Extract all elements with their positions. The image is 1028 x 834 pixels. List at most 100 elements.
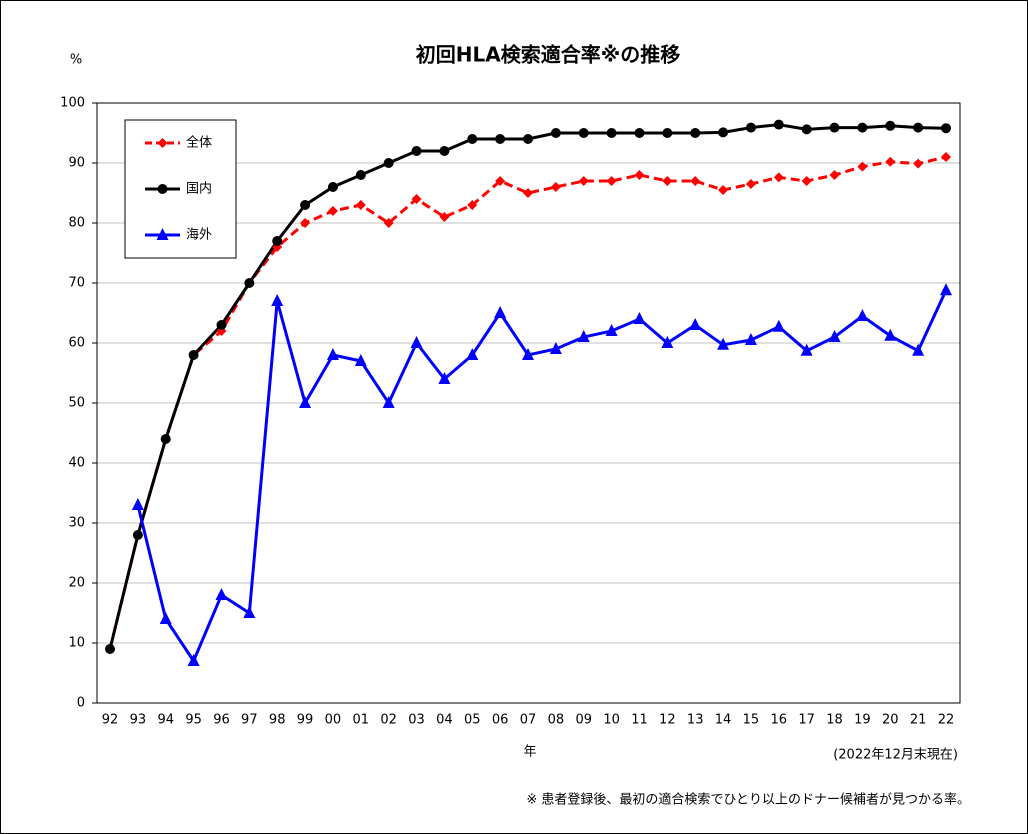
data-point	[856, 309, 869, 321]
x-tick-label: 17	[798, 713, 815, 728]
data-point	[773, 119, 784, 130]
data-point	[550, 128, 561, 138]
x-tick-label: 06	[492, 713, 509, 728]
data-point	[606, 128, 617, 138]
data-point	[690, 176, 701, 186]
data-point	[327, 182, 338, 192]
data-point	[772, 319, 785, 332]
data-point	[411, 194, 422, 204]
data-point	[187, 654, 200, 666]
data-point	[159, 612, 172, 624]
data-point	[941, 123, 951, 134]
data-point	[383, 158, 394, 168]
data-point	[354, 354, 367, 366]
x-tick-label: 02	[380, 713, 397, 728]
data-point	[940, 283, 952, 296]
legend-label: 海外	[186, 228, 212, 243]
data-point	[913, 122, 924, 133]
data-point	[272, 236, 283, 246]
data-point	[300, 218, 311, 228]
data-point	[243, 606, 256, 618]
x-tick-label: 00	[325, 713, 342, 728]
data-point	[718, 127, 729, 138]
x-tick-label: 07	[520, 713, 537, 728]
data-point	[299, 396, 312, 408]
x-tick-label: 10	[603, 713, 620, 728]
data-point	[690, 128, 701, 138]
data-point	[244, 278, 255, 288]
data-point	[718, 185, 729, 195]
plot-area	[96, 102, 961, 704]
x-tick-label: 09	[575, 713, 592, 728]
data-point	[355, 170, 366, 180]
x-tick-label: 19	[854, 713, 871, 728]
data-point	[271, 294, 284, 306]
x-tick-label: 18	[826, 713, 843, 728]
data-point	[801, 124, 812, 135]
data-point	[745, 122, 756, 133]
data-point	[160, 434, 171, 444]
legend-label: 全体	[186, 135, 212, 151]
x-tick-label: 98	[269, 713, 286, 728]
data-point	[439, 146, 450, 156]
x-tick-label: 03	[408, 713, 425, 728]
data-point	[941, 152, 951, 162]
data-point	[745, 179, 756, 189]
x-tick-label: 97	[241, 713, 258, 728]
data-point	[912, 343, 925, 356]
data-point	[523, 188, 533, 198]
x-tick-label: 94	[157, 713, 174, 728]
legend-marker	[157, 138, 168, 148]
data-point	[439, 212, 450, 222]
data-point	[857, 122, 868, 133]
x-tick-label: 13	[687, 713, 704, 728]
y-tick-label: 70	[68, 276, 85, 291]
legend-marker	[157, 184, 168, 194]
data-point	[885, 120, 896, 131]
data-point	[327, 206, 338, 216]
data-point	[801, 176, 812, 186]
chart-title: 初回HLA検索適合率※の推移	[416, 43, 680, 67]
x-tick-label: 22	[938, 713, 955, 728]
y-tick-label: 60	[68, 336, 85, 351]
x-tick-label: 92	[102, 713, 119, 728]
legend-marker	[156, 228, 169, 240]
y-tick-label: 90	[68, 156, 85, 171]
data-point	[383, 218, 394, 228]
y-tick-label: 80	[68, 216, 85, 231]
x-tick-label: 08	[548, 713, 565, 728]
x-tick-label: 99	[297, 713, 314, 728]
legend-label: 国内	[186, 181, 212, 197]
data-point	[773, 172, 784, 183]
legend-box	[124, 119, 237, 259]
x-tick-label: 96	[213, 713, 230, 728]
data-point	[467, 134, 478, 144]
x-tick-label: 15	[743, 713, 760, 728]
data-point	[382, 396, 395, 408]
x-tick-label: 16	[771, 713, 788, 728]
data-point	[495, 134, 506, 144]
data-point	[661, 336, 674, 348]
data-point	[605, 324, 618, 336]
data-point	[800, 343, 813, 356]
data-point	[326, 348, 339, 360]
data-point	[549, 342, 562, 354]
y-tick-label: 30	[68, 516, 85, 531]
data-point	[216, 320, 227, 330]
x-tick-label: 12	[659, 713, 676, 728]
footnote: ※ 患者登録後、最初の適合検索でひとり以上のドナー候補者が見つかる率。	[526, 792, 970, 808]
y-tick-label: 40	[68, 456, 85, 471]
data-point	[467, 200, 478, 210]
data-point	[633, 312, 646, 324]
y-tick-label: 0	[77, 696, 85, 711]
data-point	[913, 158, 924, 169]
x-tick-label: 14	[715, 713, 732, 728]
y-tick-label: 50	[68, 396, 85, 411]
data-point	[578, 128, 589, 138]
x-tick-label: 95	[185, 713, 202, 728]
data-point	[188, 350, 199, 360]
x-tick-label: 01	[353, 713, 370, 728]
data-point	[829, 170, 840, 180]
y-tick-label: 100	[60, 96, 85, 111]
data-point	[634, 170, 645, 180]
